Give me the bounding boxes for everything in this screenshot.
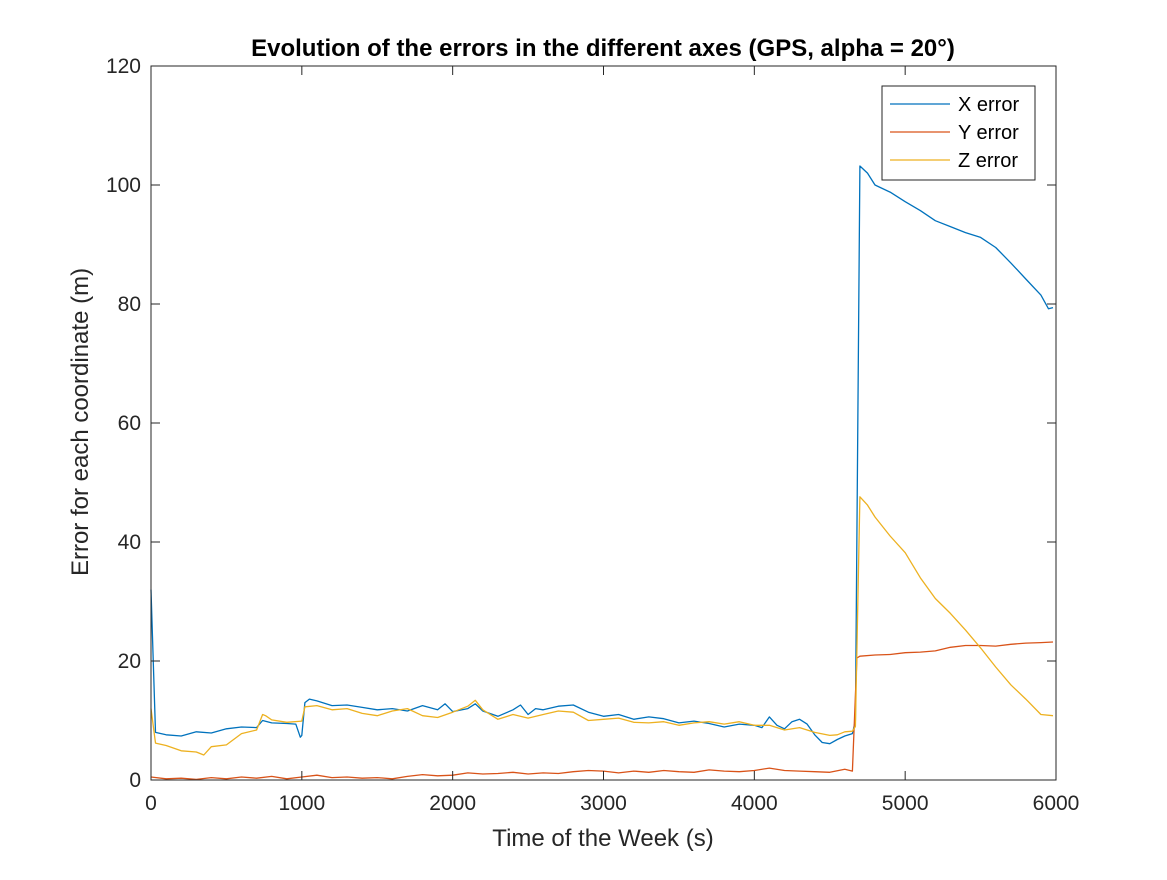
legend: X error Y error Z error: [881, 85, 1036, 181]
plot-area: [150, 66, 1056, 781]
y-tick-label: 20: [118, 650, 141, 673]
y-tick-label: 80: [118, 293, 141, 316]
y-tick-label: 60: [118, 412, 141, 435]
legend-label-y-error: Y error: [958, 122, 1019, 144]
x-axis: 0 1000 2000 3000 4000 5000 6000: [145, 66, 1079, 815]
y-axis: 0 20 40 60 80 100 120: [106, 55, 1056, 792]
legend-label-x-error: X error: [958, 94, 1019, 116]
x-axis-label: Time of the Week (s): [492, 825, 713, 852]
y-tick-label: 120: [106, 55, 141, 78]
chart-title: Evolution of the errors in the different…: [251, 35, 955, 62]
y-axis-label: Error for each coordinate (m): [67, 268, 94, 576]
series-line-y-error: [150, 641, 1054, 781]
legend-box: [881, 85, 1036, 181]
x-tick-label: 6000: [1033, 792, 1080, 815]
y-tick-label: 40: [118, 531, 141, 554]
y-tick-label: 0: [129, 769, 141, 792]
y-tick-label: 100: [106, 174, 141, 197]
series-line-z-error: [150, 496, 1054, 756]
x-tick-label: 0: [145, 792, 157, 815]
series-line-x-error: [150, 165, 1054, 745]
x-tick-label: 5000: [882, 792, 929, 815]
x-tick-label: 4000: [731, 792, 778, 815]
x-tick-label: 2000: [429, 792, 476, 815]
legend-label-z-error: Z error: [958, 150, 1018, 172]
x-tick-label: 1000: [278, 792, 325, 815]
x-tick-label: 3000: [580, 792, 627, 815]
plot-background: [151, 66, 1056, 780]
